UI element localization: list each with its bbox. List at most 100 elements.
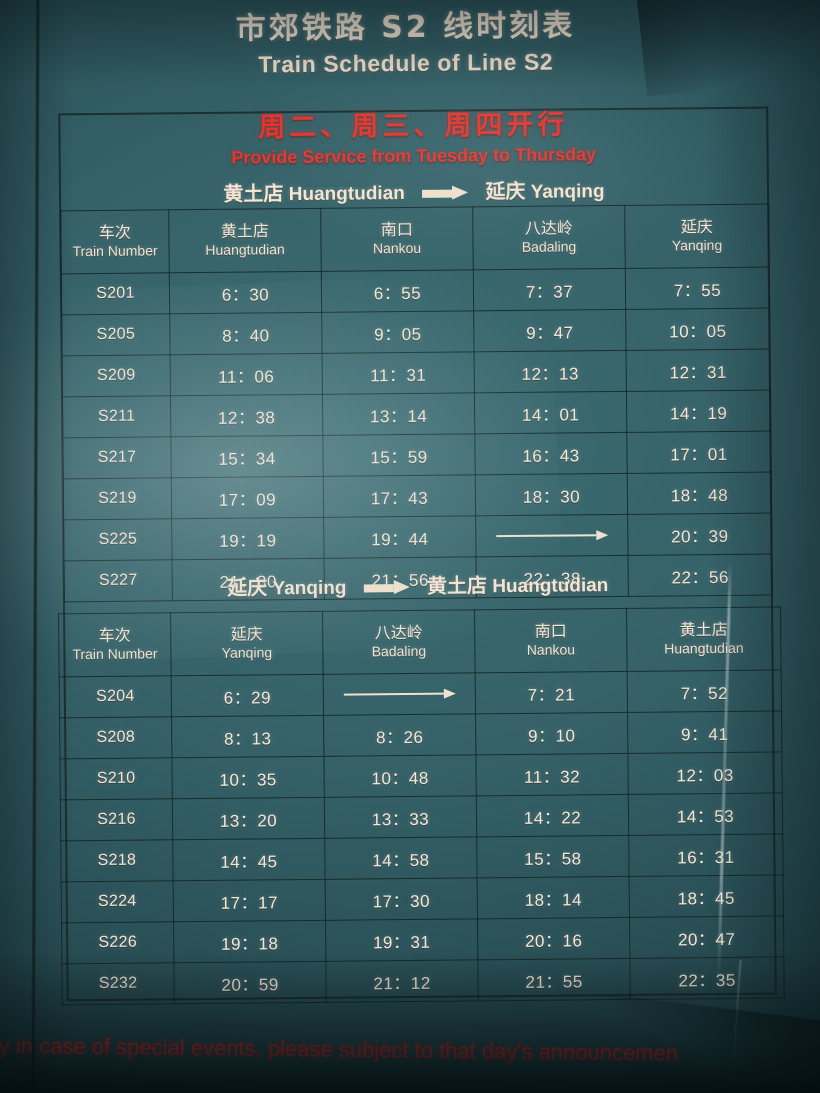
cell-train-number: S219: [63, 477, 172, 520]
time-value: 15：58: [524, 848, 582, 869]
cell-time: 10：35: [171, 756, 325, 799]
time-value: 14：58: [372, 850, 430, 870]
direction-outbound-from-cn: 黄土店: [223, 181, 284, 206]
table-row: S216 13：20 13：33 14：22 14：53: [60, 792, 783, 841]
pass-through-arrow-icon: [343, 688, 455, 699]
cell-time: 13：14: [322, 392, 475, 436]
time-value: 17：17: [220, 892, 279, 913]
column-header-en: Huangtudian: [664, 639, 744, 657]
train-number-value: S211: [97, 407, 136, 425]
cell-time: 20：47: [629, 915, 784, 959]
cell-time: 14：22: [476, 794, 629, 837]
column-header-en: Nankou: [372, 240, 422, 257]
cell-time: 7：55: [625, 267, 770, 310]
column-header-en: Badaling: [521, 238, 577, 256]
cell-train-number: S209: [62, 354, 171, 397]
time-value: 22：35: [678, 970, 736, 990]
time-value: 20：47: [677, 929, 736, 949]
cell-time: 9：41: [627, 710, 782, 754]
time-value: 19：31: [372, 932, 431, 952]
service-days-chinese: 周二、周三、周四开行: [258, 109, 569, 144]
time-value: 14：22: [523, 807, 582, 828]
train-number-value: S204: [95, 687, 135, 706]
special-events-notice: ary in case of special events, please su…: [0, 1032, 679, 1066]
train-number-value: S225: [98, 530, 138, 548]
column-header-cn: 南口: [380, 220, 413, 240]
column-header-cn: 车次: [98, 222, 131, 243]
cell-train-number: S208: [59, 716, 172, 759]
time-value: 7：37: [525, 281, 574, 302]
cell-train-number: S218: [60, 839, 174, 882]
column-header-en: Train Number: [72, 242, 158, 260]
direction-outbound-to-en: Yanqing: [530, 181, 605, 203]
time-value: 9：47: [526, 322, 574, 343]
time-value: 11：06: [218, 366, 275, 387]
cell-time: 16：43: [474, 432, 628, 475]
cell-time: 7：52: [627, 669, 782, 713]
cell-train-number: S216: [60, 798, 173, 841]
time-value: 12：31: [669, 362, 728, 383]
cell-time: 8：26: [323, 713, 476, 757]
cell-time: 19：31: [325, 918, 478, 962]
cell-time: 19：44: [323, 515, 477, 559]
cell-time: 22：35: [629, 956, 785, 1000]
cell-time: 14：58: [324, 836, 478, 880]
column-header-en: Yanqing: [221, 644, 273, 661]
cell-time: 19：18: [173, 920, 326, 963]
cell-time: 14：45: [172, 838, 326, 881]
train-number-value: S224: [97, 892, 137, 911]
service-days-banner: 周二、周三、周四开行 Provide Service from Tuesday …: [58, 101, 769, 171]
time-value: 9：10: [527, 725, 576, 746]
time-value: 16：31: [677, 847, 735, 867]
table-row: S218 14：45 14：58 15：58 16：31: [60, 833, 784, 882]
time-value: 14：19: [669, 403, 728, 423]
direction-inbound-from-cn: 延庆: [227, 575, 268, 600]
pass-through-arrow-icon: [496, 530, 608, 541]
table-row: S219 17：09 17：43 18：30 18：48: [63, 472, 772, 520]
cell-time: 11：32: [475, 753, 629, 796]
time-value: 18：48: [670, 485, 729, 505]
time-value: 7：55: [673, 280, 722, 300]
cell-time: 18：30: [475, 473, 628, 516]
cell-time: 9：47: [473, 309, 627, 352]
cell-time: 13：20: [172, 797, 325, 840]
cell-time: 15：59: [322, 433, 476, 477]
train-number-value: S218: [97, 851, 137, 870]
time-value: 14：45: [220, 851, 278, 872]
column-header-en: Huangtudian: [205, 241, 285, 259]
time-value: 19：18: [220, 933, 279, 954]
cell-time: 18：48: [627, 472, 772, 515]
time-value: 12：13: [521, 363, 580, 384]
column-header-badaling: 八达岭 Badaling: [472, 205, 626, 270]
table-row: S210 10：35 10：48 11：32 12：03: [59, 751, 783, 800]
train-number-value: S205: [96, 325, 136, 344]
time-value: 12：03: [676, 765, 734, 785]
time-value: 6：55: [373, 283, 422, 303]
cell-train-number: S211: [62, 395, 171, 438]
time-value: 6：29: [223, 687, 272, 708]
time-value: 8：40: [222, 325, 270, 346]
time-value: 17：30: [372, 891, 431, 911]
cell-time: 16：31: [628, 833, 784, 877]
column-header-train-number: 车次 Train Number: [60, 209, 170, 274]
table-row: S204 6：29 7：21 7：52: [59, 669, 782, 718]
time-value: 17：01: [670, 444, 728, 464]
column-header-huangtudian: 黄土店 Huangtudian: [168, 208, 322, 273]
cell-time: 6：55: [321, 269, 474, 313]
time-value: 16：43: [522, 445, 580, 466]
table-row: S226 19：18 19：31 20：16 20：47: [61, 915, 784, 964]
cell-time: 18：14: [477, 876, 630, 919]
column-header-badaling: 八达岭 Badaling: [322, 609, 476, 675]
time-value: 20：16: [524, 930, 583, 951]
column-header-yanqing: 延庆 Yanqing: [170, 611, 324, 676]
cell-time: 14：53: [628, 792, 783, 836]
cell-time: 19：19: [171, 517, 325, 560]
cell-time: 15：34: [170, 435, 324, 478]
direction-outbound-from-en: Huangtudian: [288, 183, 405, 206]
cell-time: 17：09: [171, 476, 324, 519]
table-outbound-body: S201 6：30 6：55 7：37 7：55 S205 8：40 9：05 9：47 10：0…: [61, 267, 773, 602]
cell-time: 20：59: [173, 961, 327, 1004]
cell-time: 7：37: [473, 268, 626, 311]
time-value: 9：41: [680, 724, 729, 744]
